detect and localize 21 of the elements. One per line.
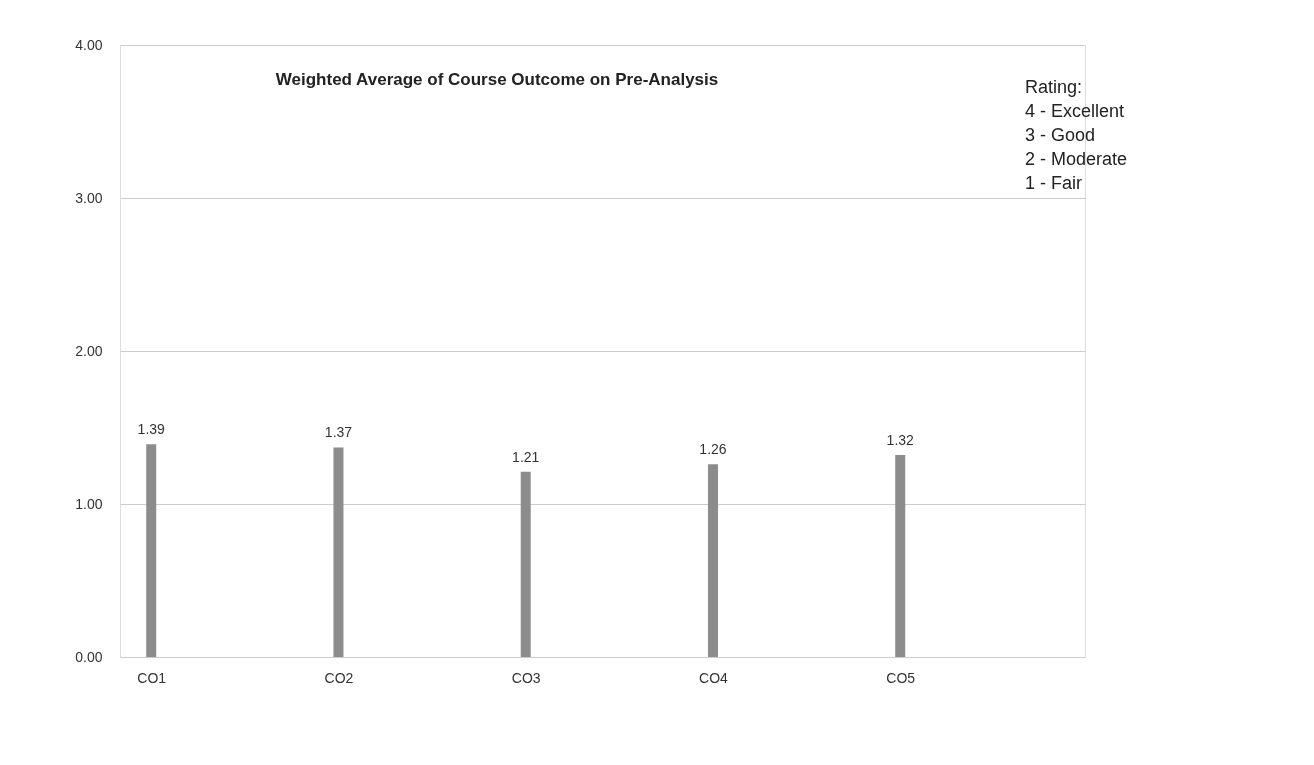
y-tick-label: 3.00 — [75, 189, 103, 206]
x-tick-label: CO4 — [699, 669, 729, 686]
annotation: 2 - Moderate — [1025, 149, 1128, 169]
data-label: 1.37 — [324, 424, 353, 441]
data-label: 1.32 — [886, 432, 915, 449]
y-tick-label: 0.00 — [75, 648, 103, 665]
annotation: 4 - Excellent — [1025, 101, 1125, 121]
x-tick-label: CO3 — [511, 669, 541, 686]
y-tick-label: 2.00 — [75, 342, 103, 359]
x-tick-label: CO5 — [886, 669, 916, 686]
x-tick-label: CO1 — [137, 669, 167, 686]
data-label: 1.26 — [699, 441, 727, 458]
annotation: 3 - Good — [1025, 125, 1096, 145]
y-tick-label: 1.00 — [75, 495, 103, 512]
data-label: 1.39 — [137, 421, 166, 438]
annotation: 1 - Fair — [1025, 173, 1083, 193]
x-tick-label: CO2 — [324, 669, 354, 686]
annotation: Rating: — [1025, 77, 1083, 97]
text: Weighted Average of Course Outcome on Pre-Analysis — [275, 70, 719, 89]
data-label: 1.21 — [512, 448, 540, 465]
y-tick-label: 4.00 — [75, 36, 103, 53]
